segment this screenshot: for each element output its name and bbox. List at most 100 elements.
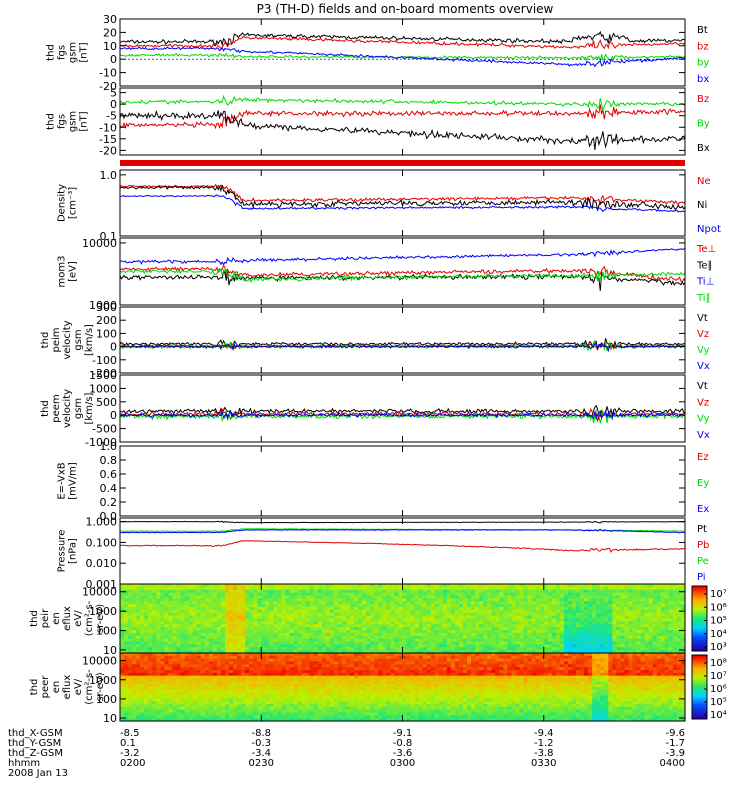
cell (297, 664, 303, 668)
cell (233, 698, 238, 702)
cell (241, 584, 246, 588)
cell (370, 589, 375, 594)
cell (160, 701, 165, 705)
cell (454, 627, 460, 631)
cell (632, 592, 638, 597)
cell (317, 695, 323, 699)
cell (176, 715, 182, 719)
cell (297, 612, 303, 617)
cell (604, 612, 609, 617)
cell (346, 630, 351, 634)
cell (321, 589, 327, 594)
series-p4-Te∥ (119, 269, 686, 291)
cell (237, 638, 242, 643)
cell (507, 632, 513, 637)
cell (656, 609, 662, 614)
cell (329, 612, 335, 617)
cell (176, 635, 182, 640)
cell (471, 612, 476, 617)
cell (228, 670, 234, 674)
legend-p3-2: Npot (697, 224, 721, 235)
cell (495, 595, 500, 599)
cell (636, 584, 642, 588)
cell (120, 627, 125, 631)
cell (224, 612, 230, 617)
cell (576, 638, 581, 643)
cell (366, 638, 371, 643)
cell (180, 689, 186, 694)
cell (450, 607, 456, 611)
cell (596, 618, 601, 622)
cell (426, 641, 432, 645)
cell (188, 592, 194, 597)
cell (628, 644, 634, 648)
cell (196, 598, 202, 602)
cell (475, 586, 480, 591)
cell (297, 704, 303, 708)
cell (216, 586, 222, 591)
cell (188, 670, 194, 674)
cell (132, 684, 137, 688)
cell (442, 586, 448, 591)
cell (204, 687, 210, 691)
cell (309, 612, 315, 617)
cell (208, 695, 214, 699)
cell (491, 586, 496, 591)
cell (434, 607, 440, 611)
cell (261, 681, 266, 685)
cell (132, 627, 137, 631)
cell (580, 635, 585, 640)
cell (200, 601, 206, 605)
cell (204, 664, 210, 668)
cell (511, 644, 517, 648)
cell (249, 675, 254, 680)
cell (273, 709, 278, 714)
cell (378, 595, 383, 599)
cell (535, 609, 541, 614)
cell (293, 661, 299, 665)
cell (309, 607, 315, 611)
cell (148, 638, 153, 643)
legend-p4-3: Ti∥ (696, 293, 711, 304)
cell (120, 621, 125, 625)
cell (402, 598, 408, 602)
cell (378, 604, 383, 608)
cell (483, 609, 488, 614)
cell (188, 698, 194, 702)
cell (253, 612, 258, 617)
colorbar-cell (692, 625, 707, 628)
cell (200, 684, 206, 688)
cell (204, 601, 210, 605)
cell (285, 627, 291, 631)
cell (188, 689, 194, 694)
cell (660, 644, 666, 648)
cell (467, 618, 472, 622)
cell (269, 604, 274, 608)
cell (297, 695, 303, 699)
cell (600, 638, 605, 643)
cell (596, 607, 601, 611)
cell (160, 630, 165, 634)
cell (128, 664, 133, 668)
ytick-label: 300 (96, 301, 117, 314)
cell (317, 601, 323, 605)
cell (539, 592, 545, 597)
cell (660, 618, 666, 622)
cell (144, 678, 149, 682)
cell (168, 627, 174, 631)
cell (454, 618, 460, 622)
cell (559, 632, 565, 637)
cell (249, 667, 254, 671)
cell (140, 689, 145, 694)
cell (463, 632, 468, 637)
cell (434, 592, 440, 597)
cell (580, 630, 585, 634)
cell (152, 718, 157, 722)
cell (144, 592, 149, 597)
cell (382, 595, 387, 599)
cell (216, 684, 222, 688)
cell (249, 678, 254, 682)
cell (164, 592, 170, 597)
cell (487, 609, 492, 614)
cell (612, 601, 617, 605)
